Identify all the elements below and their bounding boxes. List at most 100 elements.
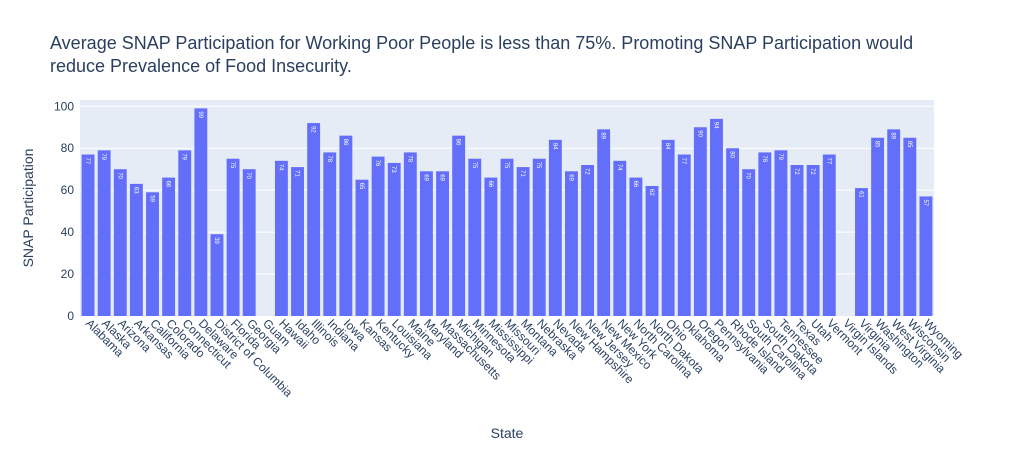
bar bbox=[613, 160, 627, 316]
bar bbox=[291, 167, 304, 316]
bar-data-label: 75 bbox=[535, 162, 541, 169]
bar-data-label: 61 bbox=[857, 191, 863, 198]
bar-data-label: 57 bbox=[922, 199, 928, 206]
bar-data-label: 70 bbox=[245, 172, 251, 179]
bar bbox=[129, 183, 143, 316]
bar bbox=[710, 118, 723, 317]
bar bbox=[742, 169, 756, 316]
bar-data-label: 75 bbox=[503, 162, 509, 169]
bar bbox=[210, 234, 224, 316]
bar-data-label: 72 bbox=[793, 168, 799, 175]
bar-data-label: 78 bbox=[326, 155, 332, 162]
bar bbox=[452, 135, 466, 316]
bar bbox=[516, 167, 530, 316]
bar bbox=[758, 152, 772, 316]
y-tick-label: 20 bbox=[61, 267, 75, 281]
bar bbox=[468, 158, 482, 316]
bar-data-label: 77 bbox=[825, 158, 831, 165]
bar-data-label: 59 bbox=[149, 195, 155, 202]
bar-data-label: 94 bbox=[712, 122, 718, 129]
bar bbox=[97, 150, 111, 316]
bar-data-label: 79 bbox=[777, 153, 783, 160]
bar-data-label: 86 bbox=[342, 139, 348, 146]
bar bbox=[81, 154, 95, 316]
bar-data-label: 99 bbox=[197, 111, 203, 118]
bar-data-label: 69 bbox=[567, 174, 573, 181]
bar bbox=[726, 148, 740, 316]
bar-data-label: 72 bbox=[809, 168, 815, 175]
bar bbox=[645, 185, 659, 316]
bar-data-label: 71 bbox=[519, 170, 525, 177]
bar-data-label: 73 bbox=[390, 166, 396, 173]
chart-title: Average SNAP Participation for Working P… bbox=[50, 33, 914, 76]
bar bbox=[629, 177, 643, 316]
bar bbox=[194, 108, 208, 316]
bar bbox=[806, 165, 820, 316]
bar-data-label: 62 bbox=[648, 189, 654, 196]
y-tick-label: 100 bbox=[54, 99, 74, 113]
bar bbox=[661, 139, 675, 316]
y-axis-title: SNAP Participation bbox=[20, 149, 36, 268]
bar bbox=[565, 171, 578, 316]
bar bbox=[774, 150, 788, 316]
bar-data-label: 69 bbox=[439, 174, 445, 181]
bar bbox=[162, 177, 176, 316]
bar bbox=[548, 139, 562, 316]
bar-data-label: 92 bbox=[310, 126, 316, 133]
bar-data-label: 72 bbox=[584, 168, 590, 175]
bar bbox=[871, 137, 885, 316]
bar-data-label: 77 bbox=[84, 158, 90, 165]
bar bbox=[855, 188, 868, 316]
y-tick-label: 60 bbox=[61, 183, 75, 197]
y-tick-label: 0 bbox=[67, 309, 74, 323]
bar bbox=[371, 156, 385, 316]
bar bbox=[146, 192, 159, 316]
bar-data-label: 74 bbox=[616, 164, 622, 171]
y-tick-label: 40 bbox=[61, 225, 75, 239]
bar bbox=[226, 158, 240, 316]
bar-data-label: 84 bbox=[551, 143, 557, 150]
bar-data-label: 85 bbox=[906, 141, 912, 148]
bar-data-label: 90 bbox=[696, 130, 702, 137]
bar bbox=[178, 150, 192, 316]
bar bbox=[323, 152, 337, 316]
bar-data-label: 70 bbox=[116, 172, 122, 179]
bar-data-label: 76 bbox=[374, 160, 380, 167]
bar-data-label: 74 bbox=[277, 164, 283, 171]
bar-data-label: 80 bbox=[729, 151, 735, 158]
bar-data-label: 71 bbox=[294, 170, 300, 177]
bar-data-label: 66 bbox=[632, 181, 638, 188]
bar bbox=[339, 135, 353, 316]
bar bbox=[484, 177, 498, 316]
bar-data-label: 79 bbox=[181, 153, 187, 160]
bar bbox=[403, 152, 417, 316]
y-tick-label: 80 bbox=[61, 141, 75, 155]
bar bbox=[274, 160, 288, 316]
bar bbox=[903, 137, 917, 316]
bar bbox=[822, 154, 836, 316]
bar-data-label: 66 bbox=[487, 181, 493, 188]
y-tick-labels: 0 20 40 60 80 100 bbox=[54, 99, 74, 323]
bar bbox=[693, 127, 707, 316]
bar-data-label: 79 bbox=[100, 153, 106, 160]
bars: 77 79 70 63 59 66 79 99 39 75 70 74 71 92 78 86 65 76 73 78… bbox=[81, 108, 933, 317]
bar bbox=[307, 123, 321, 316]
bar-data-label: 85 bbox=[874, 141, 880, 148]
bar-data-label: 86 bbox=[455, 139, 461, 146]
bar-data-label: 78 bbox=[761, 155, 767, 162]
bar bbox=[581, 165, 595, 316]
bar bbox=[419, 171, 433, 316]
bar-data-label: 70 bbox=[745, 172, 751, 179]
bar bbox=[532, 158, 546, 316]
bar-data-label: 89 bbox=[890, 132, 896, 139]
bar bbox=[355, 179, 369, 316]
bar-data-label: 66 bbox=[165, 181, 171, 188]
bar-data-label: 75 bbox=[471, 162, 477, 169]
bar bbox=[887, 129, 901, 316]
bar-data-label: 63 bbox=[132, 187, 138, 194]
bar bbox=[500, 158, 514, 316]
bar bbox=[790, 165, 804, 316]
bar-data-label: 75 bbox=[229, 162, 235, 169]
bar-data-label: 77 bbox=[680, 158, 686, 165]
